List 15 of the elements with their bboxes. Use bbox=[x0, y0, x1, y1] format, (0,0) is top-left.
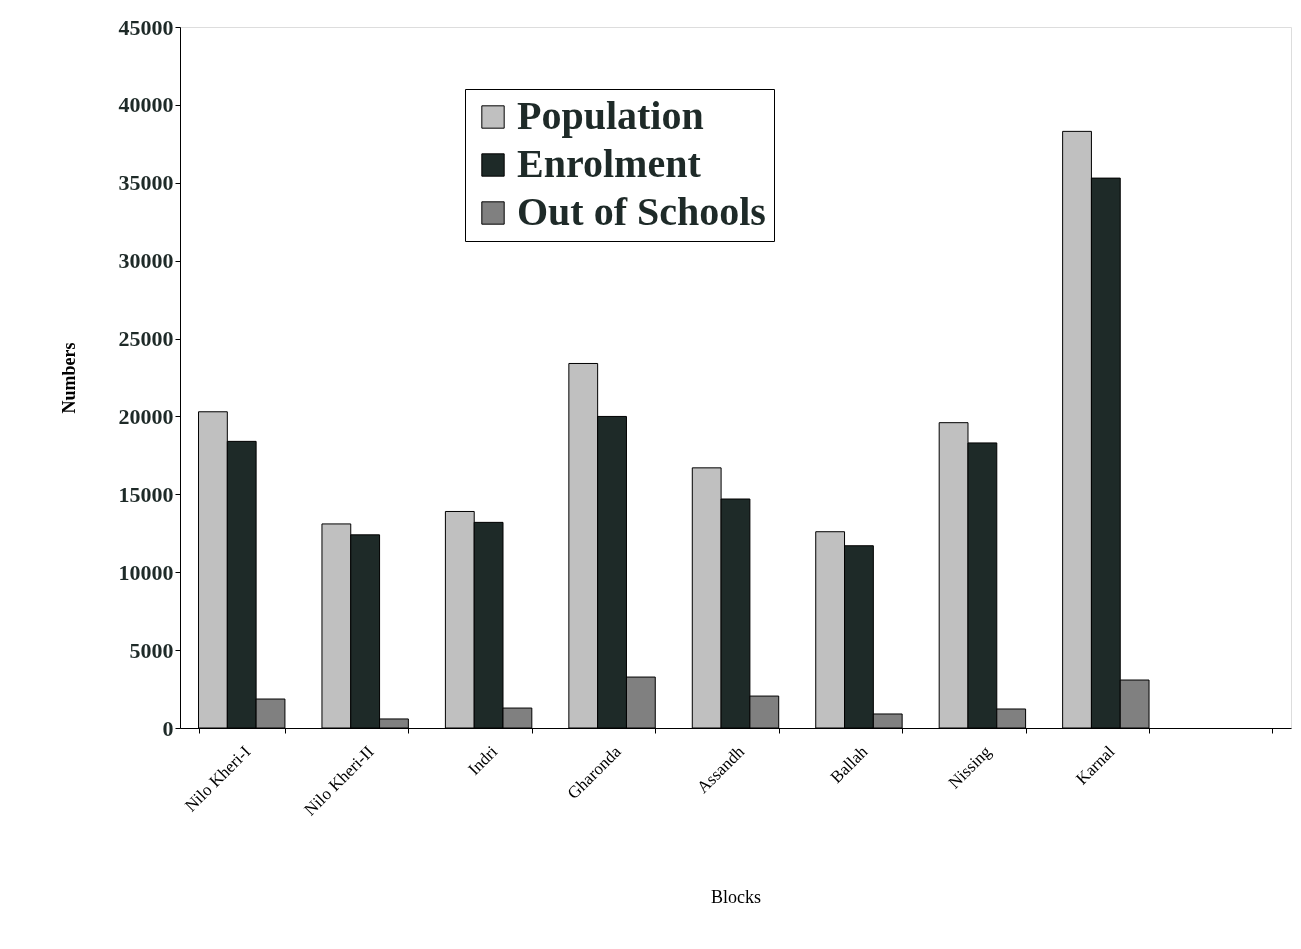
y-tick-label: 25000 bbox=[118, 326, 174, 352]
y-tick-label: 30000 bbox=[118, 248, 174, 274]
y-tick-label: 10000 bbox=[118, 559, 174, 585]
y-tick-label: 5000 bbox=[129, 637, 174, 663]
legend-label: Out of Schools bbox=[517, 189, 766, 234]
legend-label: Enrolment bbox=[517, 141, 702, 186]
y-tick-label: 45000 bbox=[118, 14, 174, 40]
y-tick-label: 20000 bbox=[118, 403, 174, 429]
legend-label: Population bbox=[517, 93, 704, 138]
y-tick-label: 15000 bbox=[118, 481, 174, 507]
x-axis-title: Blocks bbox=[710, 886, 762, 907]
y-tick-label: 0 bbox=[162, 715, 174, 741]
y-tick-label: 40000 bbox=[118, 92, 174, 118]
y-tick-label: 35000 bbox=[118, 170, 174, 196]
y-axis-title: Numbers bbox=[58, 342, 79, 414]
